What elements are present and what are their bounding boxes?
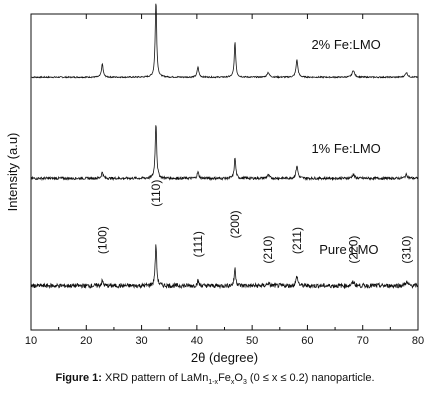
plot-frame — [30, 13, 419, 331]
x-tick-label: 70 — [357, 335, 369, 347]
peak-label: (100) — [95, 226, 109, 254]
x-tick-label: 40 — [191, 335, 203, 347]
caption-sub-c: 3 — [242, 379, 247, 387]
series-line-2 — [31, 244, 418, 290]
series-line-1 — [31, 125, 418, 182]
peak-label: (111) — [191, 231, 205, 257]
caption-sub-a: 1-x — [208, 379, 219, 387]
series-label: Pure LMO — [319, 242, 378, 257]
peak-label: (310) — [399, 236, 413, 264]
figure-caption: Figure 1: XRD pattern of LaMn1-xFexO3 (0… — [0, 372, 430, 386]
y-axis-title: Intensity (a.u) — [5, 133, 20, 212]
caption-sub-b: x — [230, 379, 235, 387]
x-tick-label: 20 — [80, 335, 92, 347]
peak-label: (200) — [228, 210, 242, 238]
series-label: 1% Fe:LMO — [311, 141, 380, 156]
series-line-0 — [31, 3, 418, 79]
x-axis-title: 2θ (degree) — [191, 350, 258, 365]
peak-label: (211) — [290, 227, 304, 254]
caption-text-a: XRD pattern of LaMn — [101, 372, 209, 384]
peak-label: (210) — [261, 236, 275, 264]
xrd-chart: 10 20 30 40 50 60 70 80 2θ (degree) Intensity (a.… — [5, 3, 424, 365]
caption-prefix: Figure 1: — [55, 372, 102, 384]
x-tick-label: 30 — [135, 335, 147, 347]
x-tick-label: 60 — [301, 335, 313, 347]
peak-label: (220) — [346, 236, 360, 264]
caption-text-d: (0 ≤ x ≤ 0.2) nanoparticle. — [246, 372, 375, 384]
x-tick-label: 80 — [412, 335, 424, 347]
caption-text-b: Fe — [218, 372, 231, 384]
x-tick-label: 10 — [25, 335, 37, 347]
caption-text-c: O — [234, 372, 243, 384]
x-tick-label: 50 — [246, 335, 258, 347]
series-label: 2% Fe:LMO — [311, 37, 380, 52]
peak-label: (110) — [149, 180, 163, 207]
